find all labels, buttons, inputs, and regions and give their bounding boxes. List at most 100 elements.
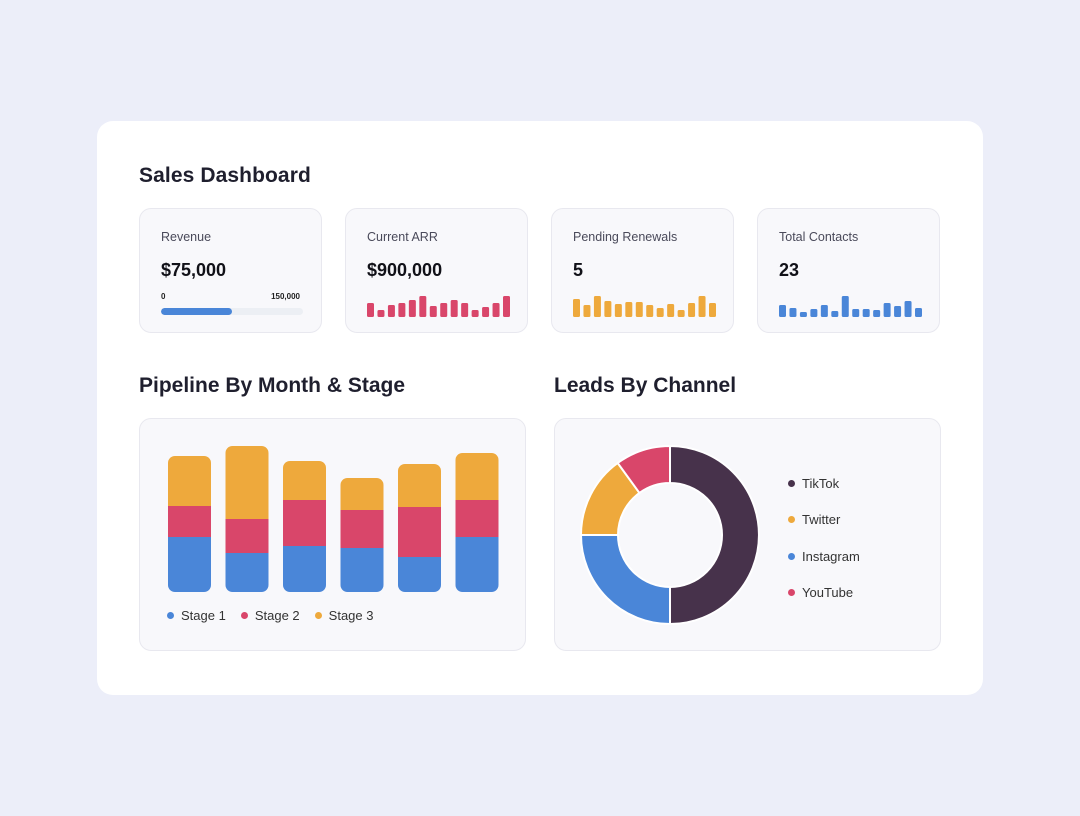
arr-sparkline <box>367 296 510 317</box>
legend-dot-icon <box>788 479 795 487</box>
legend-dot-icon <box>167 612 174 619</box>
bar-segment-stage-3[interactable] <box>340 478 384 510</box>
kpi-total-contacts[interactable]: Total Contacts 23 <box>757 208 940 333</box>
bar-segment-stage-2[interactable] <box>225 519 269 553</box>
range-max-label: 150,000 <box>271 292 300 301</box>
spark-bar <box>614 304 622 317</box>
bar-segment-stage-1[interactable] <box>168 537 211 592</box>
kpi-value: $900,000 <box>367 260 443 280</box>
bar-segment-stage-1[interactable] <box>340 548 384 592</box>
bar-segment-stage-3[interactable] <box>398 464 441 507</box>
renewals-sparkline <box>573 296 716 317</box>
bar-segment-stage-2[interactable] <box>398 507 441 557</box>
spark-bar <box>656 308 664 317</box>
legend-item-stage-3[interactable]: Stage 3 <box>314 608 373 623</box>
bar-segment-stage-2[interactable] <box>455 500 499 537</box>
spark-bar <box>779 305 786 317</box>
legend-item-tiktok[interactable]: TikTok <box>788 474 860 492</box>
legend-dot-icon <box>314 612 322 619</box>
kpi-revenue[interactable]: Revenue $75,000 0 150,000 <box>139 208 322 333</box>
spark-bar <box>646 305 654 317</box>
spark-bar <box>820 305 828 317</box>
legend-item-twitter[interactable]: Twitter <box>788 511 860 529</box>
kpi-current-arr[interactable]: Current ARR $900,000 <box>345 208 528 333</box>
spark-bar <box>604 301 612 317</box>
spark-bar <box>367 303 374 317</box>
donut-slice-tiktok[interactable] <box>669 444 760 626</box>
spark-bar <box>904 301 912 317</box>
legend-item-stage-1[interactable]: Stage 1 <box>167 608 226 623</box>
legend-label: Twitter <box>802 512 841 527</box>
bar-segment-stage-2[interactable] <box>283 500 326 546</box>
spark-bar <box>408 300 416 317</box>
spark-bar <box>573 299 580 317</box>
spark-bar <box>709 303 716 317</box>
spark-bar <box>688 303 696 317</box>
bar-segment-stage-2[interactable] <box>168 506 211 537</box>
kpi-label: Current ARR <box>367 230 438 244</box>
donut-slice-instagram[interactable] <box>579 534 671 626</box>
spark-bar <box>852 309 860 317</box>
kpi-value: $75,000 <box>161 260 227 280</box>
spark-bar <box>873 310 881 317</box>
bar-stack[interactable] <box>455 453 499 592</box>
spark-bar <box>593 296 601 317</box>
bar-segment-stage-3[interactable] <box>168 456 211 506</box>
spark-bar <box>419 296 427 317</box>
spark-bar <box>461 303 469 317</box>
bar-stack[interactable] <box>225 446 269 592</box>
spark-bar <box>377 310 385 317</box>
spark-bar <box>625 302 633 317</box>
legend-item-stage-2[interactable]: Stage 2 <box>240 608 300 623</box>
legend-dot-icon <box>240 612 248 619</box>
bar-segment-stage-1[interactable] <box>283 546 326 592</box>
spark-bar <box>831 311 839 317</box>
spark-bar <box>862 309 870 317</box>
bar-segment-stage-1[interactable] <box>398 557 441 592</box>
bar-segment-stage-2[interactable] <box>340 510 384 548</box>
spark-bar <box>841 296 849 317</box>
revenue-progress-bar <box>161 308 303 315</box>
kpi-value: 23 <box>779 260 800 280</box>
spark-bar <box>789 308 797 317</box>
pipeline-legend: Stage 1 Stage 2 Stage 3 <box>167 608 373 623</box>
dashboard-card: Sales Dashboard Revenue $75,000 0 150,00… <box>97 121 983 695</box>
spark-bar <box>503 296 510 317</box>
revenue-progress-fill <box>161 308 232 315</box>
leads-panel: TikTok Twitter Instagram YouTube <box>554 418 941 651</box>
bar-segment-stage-1[interactable] <box>225 553 269 592</box>
legend-dot-icon <box>788 589 795 596</box>
pipeline-stacked-bar-chart <box>168 446 499 592</box>
legend-label: Instagram <box>802 548 860 564</box>
spark-bar <box>883 303 891 317</box>
legend-item-instagram[interactable]: Instagram <box>788 547 860 565</box>
kpi-row: Revenue $75,000 0 150,000 Current ARR $9… <box>139 208 941 334</box>
bar-segment-stage-3[interactable] <box>283 461 326 500</box>
spark-bar <box>387 305 395 317</box>
bar-stack[interactable] <box>398 464 441 592</box>
spark-bar <box>450 300 458 317</box>
bar-stack[interactable] <box>168 456 211 592</box>
kpi-pending-renewals[interactable]: Pending Renewals 5 <box>551 208 734 333</box>
bar-segment-stage-3[interactable] <box>225 446 269 519</box>
contacts-sparkline <box>779 296 922 317</box>
spark-bar <box>799 312 807 317</box>
legend-label: YouTube <box>802 585 854 600</box>
bar-segment-stage-3[interactable] <box>455 453 499 500</box>
range-min-label: 0 <box>161 292 166 301</box>
legend-label: TikTok <box>802 475 840 491</box>
bar-segment-stage-1[interactable] <box>455 537 499 592</box>
donut-slice-youtube[interactable] <box>616 444 671 495</box>
bar-stack[interactable] <box>283 461 326 592</box>
legend-item-youtube[interactable]: YouTube <box>788 584 860 602</box>
spark-bar <box>429 306 437 317</box>
legend-dot-icon <box>788 552 795 560</box>
bar-stack[interactable] <box>340 478 384 592</box>
spark-bar <box>482 307 490 317</box>
kpi-label: Pending Renewals <box>573 230 678 244</box>
spark-bar <box>667 304 675 317</box>
page-title: Sales Dashboard <box>139 164 311 187</box>
spark-bar <box>471 310 479 317</box>
pipeline-title: Pipeline By Month & Stage <box>139 374 406 397</box>
kpi-label: Total Contacts <box>779 230 859 244</box>
